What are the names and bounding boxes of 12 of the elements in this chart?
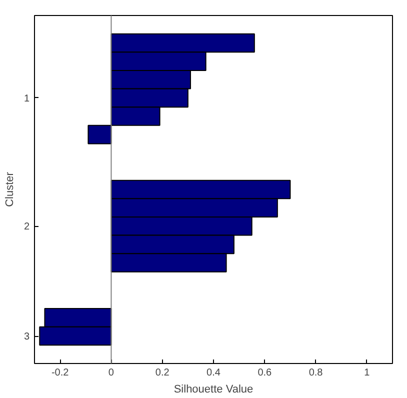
x-tick-label: 0.6 xyxy=(258,368,272,378)
x-tick-label: 0.2 xyxy=(155,368,170,378)
x-tick-label: 0.4 xyxy=(206,368,221,378)
x-tick-label: 1 xyxy=(364,368,370,378)
x-tick-label: 0 xyxy=(108,368,114,378)
y-tick-label: 2 xyxy=(24,222,30,233)
y-tick-label: 1 xyxy=(24,93,30,104)
x-tick-label: -0.2 xyxy=(51,368,70,378)
y-axis-title: Cluster xyxy=(4,172,16,207)
x-tick-label: 0.8 xyxy=(308,368,324,378)
x-axis-title: Silhouette Value xyxy=(174,384,254,396)
y-tick-label: 3 xyxy=(24,332,30,343)
